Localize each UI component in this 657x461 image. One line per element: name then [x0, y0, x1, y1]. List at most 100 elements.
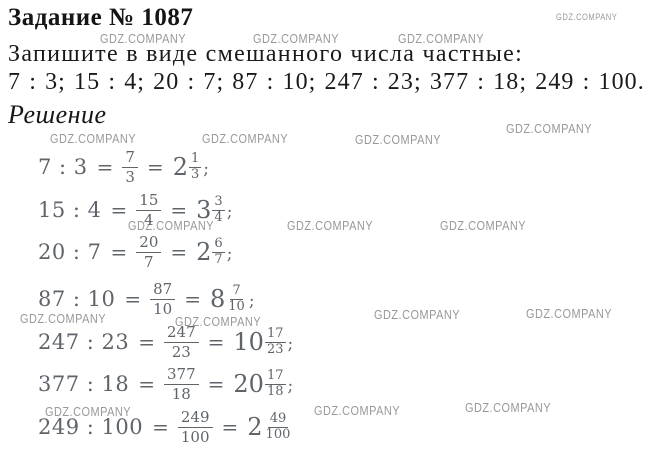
solution-row: 87 : 10 = 87 10 = 8 7 10 ; [38, 281, 255, 318]
problem-statement: Запишите в виде смешанного числа частные… [8, 41, 524, 67]
fraction-denominator: 4 [214, 209, 223, 225]
fraction-numerator: 249 [177, 409, 213, 428]
fraction-numerator: 17 [264, 368, 286, 385]
solution-row: 377 : 18 = 377 18 = 20 17 18 ; [38, 366, 293, 403]
equals-sign: = [138, 372, 155, 397]
watermark: GDZ.COMPANY [287, 218, 374, 233]
problem-quotients-list: 7 : 3; 15 : 4; 20 : 7; 87 : 10; 247 : 23… [8, 69, 645, 95]
watermark: GDZ.COMPANY [374, 307, 461, 322]
whole-part: 20 [233, 370, 264, 399]
equals-sign: = [152, 415, 169, 440]
fraction-numerator: 17 [264, 326, 286, 343]
equals-sign: = [138, 330, 155, 355]
whole-part: 10 [233, 328, 264, 357]
fraction-part: 17 18 [264, 368, 286, 399]
fraction-numerator: 1 [189, 151, 202, 168]
mixed-number: 2 49 100 [247, 412, 294, 442]
watermark: GDZ.COMPANY [253, 31, 340, 46]
solution-row: 247 : 23 = 247 23 = 10 17 23 ; [38, 324, 293, 361]
watermark: GDZ.COMPANY [556, 12, 618, 22]
watermark: GDZ.COMPANY [202, 131, 289, 146]
solution-row: 249 : 100 = 249 100 = 2 49 100 [38, 409, 294, 446]
fraction-numerator: 49 [267, 411, 289, 428]
improper-fraction: 87 10 [150, 281, 176, 318]
fraction-numerator: 3 [212, 194, 225, 211]
separator: ; [287, 376, 294, 397]
whole-part: 3 [196, 196, 212, 225]
improper-fraction: 20 7 [136, 234, 162, 271]
equals-sign: = [184, 287, 201, 312]
fraction-denominator: 23 [266, 341, 284, 357]
fraction-denominator: 10 [153, 299, 173, 318]
separator: ; [203, 159, 210, 180]
watermark: GDZ.COMPANY [526, 306, 613, 321]
equals-sign: = [124, 287, 142, 312]
fraction-denominator: 18 [266, 383, 284, 399]
fraction-denominator: 23 [171, 342, 191, 361]
watermark: GDZ.COMPANY [314, 403, 401, 418]
improper-fraction: 249 100 [177, 409, 213, 446]
fraction-denominator: 7 [144, 252, 154, 271]
fraction-numerator: 15 [136, 192, 162, 211]
solution-heading: Решение [8, 100, 107, 129]
equals-sign: = [170, 240, 188, 265]
improper-fraction: 15 4 [136, 192, 162, 229]
fraction-denominator: 18 [171, 384, 191, 403]
division-expression: 15 : 4 [38, 198, 102, 223]
watermark: GDZ.COMPANY [175, 314, 262, 329]
fraction-denominator: 4 [144, 210, 154, 229]
equals-sign: = [110, 240, 128, 265]
equals-sign: = [207, 330, 225, 355]
separator: ; [287, 334, 294, 355]
fraction-numerator: 377 [164, 366, 199, 385]
watermark: GDZ.COMPANY [440, 218, 527, 233]
fraction-numerator: 87 [150, 281, 176, 300]
equals-sign: = [221, 415, 239, 440]
watermark: GDZ.COMPANY [398, 31, 485, 46]
division-expression: 20 : 7 [38, 240, 102, 265]
watermark: GDZ.COMPANY [465, 400, 552, 415]
fraction-denominator: 100 [180, 427, 210, 446]
separator: ; [248, 291, 255, 312]
fraction-denominator: 10 [228, 298, 245, 314]
fraction-denominator: 100 [265, 426, 291, 442]
fraction-part: 17 23 [264, 326, 286, 357]
fraction-numerator: 7 [122, 149, 138, 168]
mixed-number: 20 17 18 ; [233, 369, 293, 399]
whole-part: 2 [247, 413, 263, 442]
equals-sign: = [96, 155, 114, 180]
division-expression: 249 : 100 [38, 415, 144, 440]
fraction-part: 7 10 [226, 284, 247, 314]
watermark: GDZ.COMPANY [355, 132, 442, 147]
mixed-number: 10 17 23 ; [233, 327, 293, 357]
equals-sign: = [207, 372, 225, 397]
task-title: Задание № 1087 [8, 4, 194, 31]
fraction-numerator: 247 [164, 324, 199, 343]
division-expression: 247 : 23 [38, 330, 130, 355]
watermark: GDZ.COMPANY [506, 121, 593, 136]
whole-part: 8 [210, 285, 226, 314]
division-expression: 377 : 18 [38, 372, 130, 397]
fraction-numerator: 20 [136, 234, 162, 253]
fraction-part: 49 100 [264, 412, 293, 442]
improper-fraction: 377 18 [164, 366, 199, 403]
equals-sign: = [110, 198, 128, 223]
mixed-number: 8 7 10 ; [210, 284, 255, 314]
watermark: GDZ.COMPANY [20, 311, 107, 326]
fraction-denominator: 7 [214, 251, 223, 267]
equals-sign: = [170, 198, 188, 223]
fraction-numerator: 6 [212, 236, 225, 253]
watermark: GDZ.COMPANY [100, 31, 187, 46]
improper-fraction: 247 23 [164, 324, 199, 361]
division-expression: 87 : 10 [38, 287, 116, 312]
